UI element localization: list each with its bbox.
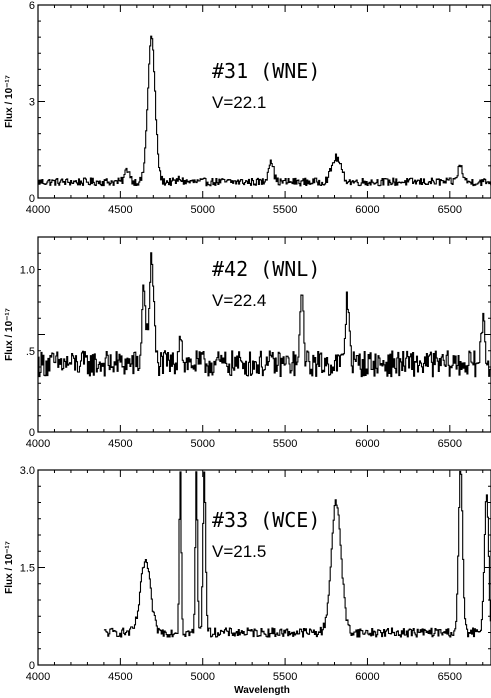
panel-wne: 4000 4500 5000 5500 6000 6500 0 3 6 Flux / 10⁻¹⁷ #…	[4, 0, 491, 216]
x-tick-label: 6000	[355, 438, 379, 450]
spectrum-line	[38, 35, 491, 187]
magnitude-label: V=22.1	[212, 93, 266, 112]
x-tick-label: 4000	[26, 204, 50, 216]
y-tick-label: .5	[26, 346, 35, 358]
x-tick-label: 4000	[26, 671, 50, 683]
spectrum-line	[103, 470, 491, 638]
x-tick-label: 5000	[190, 438, 214, 450]
y-tick-label: 0	[29, 427, 35, 439]
x-axis-label: Wavelength	[234, 685, 290, 696]
magnitude-label: V=22.4	[212, 291, 266, 310]
y-axis-label: Flux / 10⁻¹⁷	[4, 308, 15, 361]
x-tick-label: 6500	[438, 438, 462, 450]
x-tick-label: 6500	[438, 671, 462, 683]
x-tick-label: 6000	[355, 204, 379, 216]
y-tick-label: 6	[29, 0, 35, 12]
y-tick-label: 0	[29, 660, 35, 672]
y-axis-label: Flux / 10⁻¹⁷	[4, 541, 15, 594]
panel-wnl: 4000 4500 5000 5500 6000 6500 0 .5 1.0 Flux / 10⁻…	[4, 236, 491, 450]
x-tick-label: 6000	[355, 671, 379, 683]
y-tick-label: 1.0	[20, 265, 35, 277]
y-tick-label: 0	[29, 193, 35, 205]
x-tick-label: 4500	[108, 438, 132, 450]
spectrum-line	[38, 252, 491, 378]
x-tick-label: 5500	[273, 438, 297, 450]
x-tick-label: 5500	[273, 204, 297, 216]
magnitude-label: V=21.5	[212, 542, 266, 561]
star-id-label: #33 (WCE)	[212, 508, 320, 532]
y-tick-label: 3	[29, 97, 35, 109]
x-tick-label: 5500	[273, 671, 297, 683]
y-tick-label: 1.5	[20, 563, 35, 575]
x-tick-label: 4500	[108, 204, 132, 216]
x-tick-label: 4500	[108, 671, 132, 683]
panel-wce: 4000 4500 5000 5500 6000 6500 0 1.5 3.0 Flux / 10…	[4, 465, 491, 683]
star-id-label: #42 (WNL)	[212, 257, 320, 281]
x-tick-label: 4000	[26, 438, 50, 450]
plot-frame	[37, 469, 491, 666]
y-tick-label: 3.0	[20, 465, 35, 477]
x-tick-label: 6500	[438, 204, 462, 216]
x-tick-label: 5000	[190, 671, 214, 683]
y-axis-label: Flux / 10⁻¹⁷	[4, 75, 15, 128]
star-id-label: #31 (WNE)	[212, 59, 320, 83]
x-tick-label: 5000	[190, 204, 214, 216]
